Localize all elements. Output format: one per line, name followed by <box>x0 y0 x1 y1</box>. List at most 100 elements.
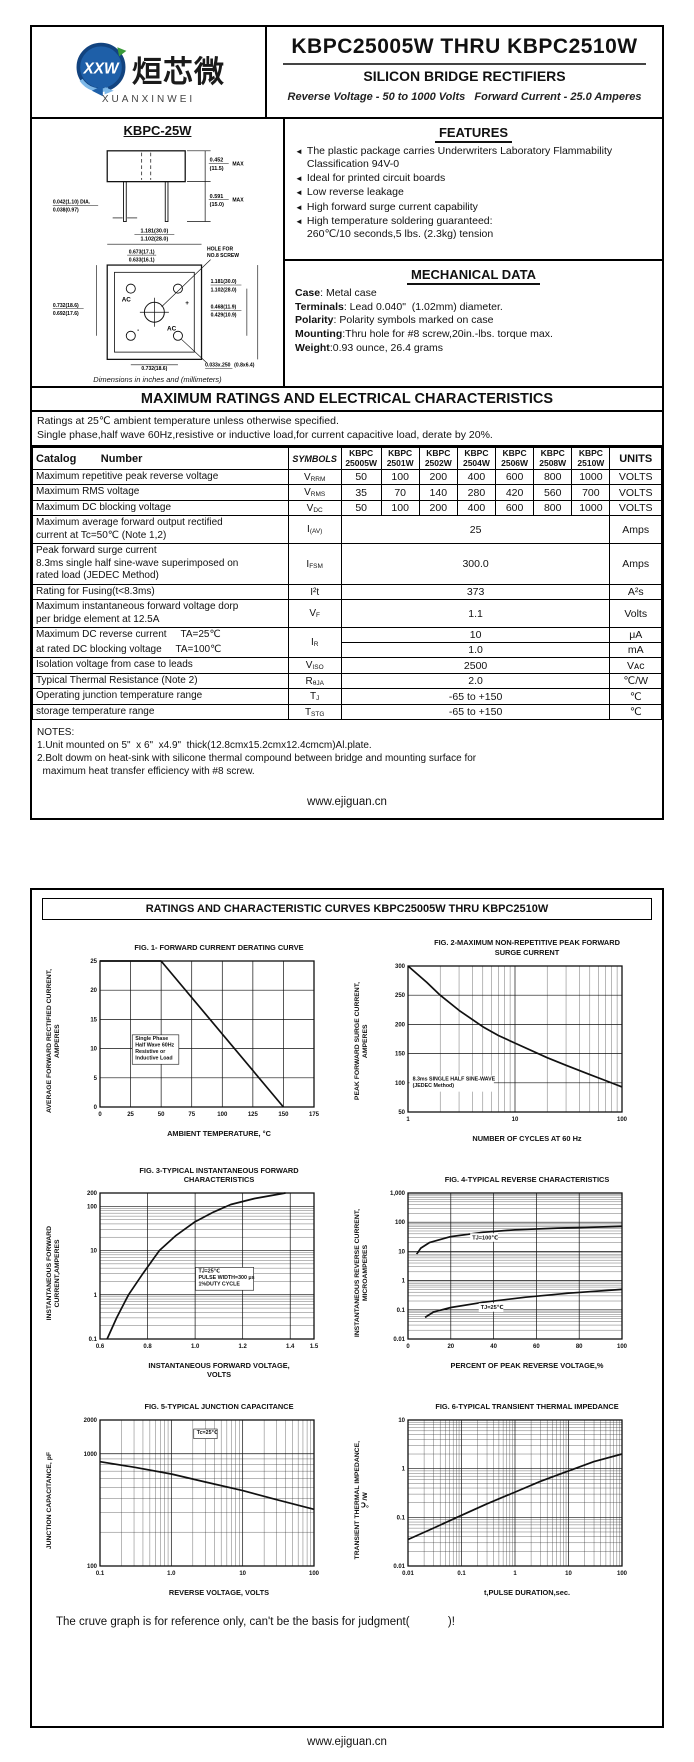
symbol-cell: VRMS <box>287 484 342 501</box>
chart-plot: 1 10 100 50 100 150 200 250 300 8.3ms SINGLE HALF… <box>395 964 628 1123</box>
arrow-bullet-icon: ◄ <box>295 188 303 198</box>
units-cell: A²s <box>609 583 662 601</box>
features-title: FEATURES <box>295 125 652 143</box>
ratings-conditions: Ratings at 25℃ ambient temperature unles… <box>32 412 662 448</box>
y-axis-label: TRANSIENT THERMAL IMPEDANCE, ℃/W <box>354 1440 369 1560</box>
svg-text:Half Wave 60Hz: Half Wave 60Hz <box>135 1043 174 1049</box>
figure-6: TRANSIENT THERMAL IMPEDANCE, ℃/W FIG. 6-T… <box>354 1402 654 1598</box>
table-row: Maximum average forward output rectified… <box>32 515 662 545</box>
svg-text:50: 50 <box>398 1110 405 1116</box>
x-axis-label: t,PULSE DURATION,sec. <box>483 1588 571 1598</box>
datasheet-page: { "page1": { "logo": { "badge": "XXW", "… <box>0 25 694 1749</box>
value-cell: 100 <box>380 499 420 517</box>
header: XXW 烜芯微 XUANXINWEI KBPC25005W THRU KBPC2… <box>32 27 662 119</box>
svg-text:0.01: 0.01 <box>402 1571 414 1577</box>
part-number-header: KBPC 2502W <box>418 447 458 470</box>
units-cell: Amps <box>609 543 662 585</box>
dim-tab-in: 0.033x.250 <box>205 363 231 369</box>
table-row: Maximum instantaneous forward voltage do… <box>32 599 662 629</box>
features-list: ◄ The plastic package carries Underwriter… <box>295 145 652 241</box>
svg-text:1: 1 <box>402 1279 406 1285</box>
features-section: FEATURES ◄ The plastic package carries Un… <box>285 119 662 261</box>
svg-text:0.01: 0.01 <box>393 1564 405 1570</box>
mechanical-title: MECHANICAL DATA <box>295 267 652 285</box>
svg-text:1.0: 1.0 <box>191 1344 200 1350</box>
ratings-banner: MAXIMUM RATINGS AND ELECTRICAL CHARACTER… <box>32 388 662 412</box>
svg-text:100: 100 <box>87 1205 98 1211</box>
package-drawing-section: KBPC-25W 0.452 (11.5) MAX 0.591 (15. <box>32 119 285 386</box>
symbol-cell: TJ <box>287 688 342 705</box>
svg-text:PULSE WIDTH=300 μs: PULSE WIDTH=300 μs <box>198 1275 254 1281</box>
value-cell: 420 <box>495 484 535 501</box>
svg-text:100: 100 <box>309 1571 320 1577</box>
figure-1: AVERAGE FORWARD RECTIFIED CURRENT, AMPERE… <box>46 938 346 1143</box>
value-cell: 1.1 <box>340 599 611 629</box>
symbol-cell: VF <box>287 599 342 629</box>
svg-text:1.2: 1.2 <box>238 1344 247 1350</box>
svg-text:100: 100 <box>395 1081 406 1087</box>
feature-item: ◄ Ideal for printed circuit boards <box>295 172 446 185</box>
svg-text:15: 15 <box>90 1018 97 1024</box>
svg-text:1: 1 <box>94 1293 98 1299</box>
symbol-cell: VRRM <box>287 468 342 486</box>
svg-text:0: 0 <box>406 1344 410 1350</box>
units-header: UNITS <box>609 447 662 470</box>
value-cell: 1000 <box>571 499 611 517</box>
svg-text:10: 10 <box>565 1571 572 1577</box>
svg-text:10: 10 <box>239 1571 246 1577</box>
table-row: Maximum repetitive peak reverse voltage V… <box>32 468 662 486</box>
table-row: storage temperature range TSTG -65 to +150… <box>32 703 662 721</box>
dim-right-center-mm: 0.429(10.9) <box>210 313 236 319</box>
chart-plot: 0.1 1.0 10 100 100 1000 2000 Tc=25℃ <box>84 1418 320 1577</box>
value-cell: 560 <box>533 484 573 501</box>
dim-hole-span-in: 0.673(17.1) <box>128 249 154 255</box>
svg-text:100: 100 <box>395 1220 406 1226</box>
chart-plot: 0.6 0.8 1.0 1.2 1.4 1.5 0.1 1 10 100 200 TJ=25℃PULS… <box>87 1191 319 1350</box>
value-cell: 2.0 <box>340 672 611 690</box>
svg-text:0: 0 <box>94 1105 98 1111</box>
value-cell: 600 <box>495 499 535 517</box>
svg-text:100: 100 <box>617 1344 628 1350</box>
dim-top-width-in: 1.181(30.0) <box>140 228 168 234</box>
svg-text:TJ=25℃: TJ=25℃ <box>481 1304 504 1311</box>
figure-title: FIG. 5-TYPICAL JUNCTION CAPACITANCE <box>144 1402 294 1412</box>
notes-lines: 1.Unit mounted on 5" x 6" x4.9" thick(12… <box>37 739 657 778</box>
dim-body-height-max: MAX <box>232 161 244 167</box>
terminal-ac2-label: AC <box>167 325 177 332</box>
svg-text:100: 100 <box>617 1117 628 1123</box>
disclaimer-text: The cruve graph is for reference only, c… <box>56 1616 455 1629</box>
dim-tab-mm: (0.8x6.4) <box>234 363 255 369</box>
value-cell: 800 <box>533 499 573 517</box>
value-cell: 400 <box>456 499 497 517</box>
svg-text:1: 1 <box>406 1117 410 1123</box>
title-block: KBPC25005W THRU KBPC2510W SILICON BRIDGE… <box>267 27 662 117</box>
svg-text:200: 200 <box>87 1191 98 1197</box>
value-cell: 200 <box>418 499 458 517</box>
svg-text:60: 60 <box>533 1344 540 1350</box>
package-outline-drawing: 0.452 (11.5) MAX 0.591 (15.0) MAX 0.042(… <box>52 150 258 372</box>
y-axis-label: PEAK FORWARD SURGE CURRENT, AMPERES <box>354 982 369 1101</box>
datasheet-page-1: XXW 烜芯微 XUANXINWEI KBPC25005W THRU KBPC2… <box>30 25 664 821</box>
table-row: Typical Thermal Resistance (Note 2) RθJA 2… <box>32 672 662 690</box>
svg-text:0.1: 0.1 <box>397 1516 406 1522</box>
units-cell: Volts <box>609 599 662 629</box>
svg-text:125: 125 <box>248 1112 259 1118</box>
table-row: at rated DC blocking voltage TA=100℃ 1.0 m… <box>32 642 662 659</box>
x-axis-label: PERCENT OF PEAK REVERSE VOLTAGE,% <box>450 1361 604 1371</box>
svg-text:300: 300 <box>395 964 406 970</box>
symbol-cell: RθJA <box>287 672 342 690</box>
x-axis-label: NUMBER OF CYCLES AT 60 Hz <box>472 1133 582 1143</box>
dim-right-height-mm: 1.102(28.0) <box>210 287 236 293</box>
figure-title: FIG. 3-TYPICAL INSTANTANEOUS FORWARD CHAR… <box>139 1165 299 1185</box>
units-cell: VOLTS <box>609 499 662 517</box>
dim-left-mm: 0.692(17.6) <box>52 311 78 317</box>
symbols-header: SYMBOLS <box>287 447 342 470</box>
mechanical-row: Mounting:Thru hole for #8 screw,20in.-lb… <box>295 327 553 340</box>
value-cell: 1.0 <box>340 642 611 659</box>
note-line: 1.Unit mounted on 5" x 6" x4.9" thick(12… <box>37 740 372 752</box>
svg-text:10: 10 <box>398 1250 405 1256</box>
package-name: KBPC-25W <box>123 123 192 138</box>
arrow-bullet-icon: ◄ <box>295 202 303 212</box>
value-cell: 800 <box>533 468 573 486</box>
svg-text:8.3ms SINGLE HALF SINE-WAVE: 8.3ms SINGLE HALF SINE-WAVE <box>413 1076 496 1082</box>
